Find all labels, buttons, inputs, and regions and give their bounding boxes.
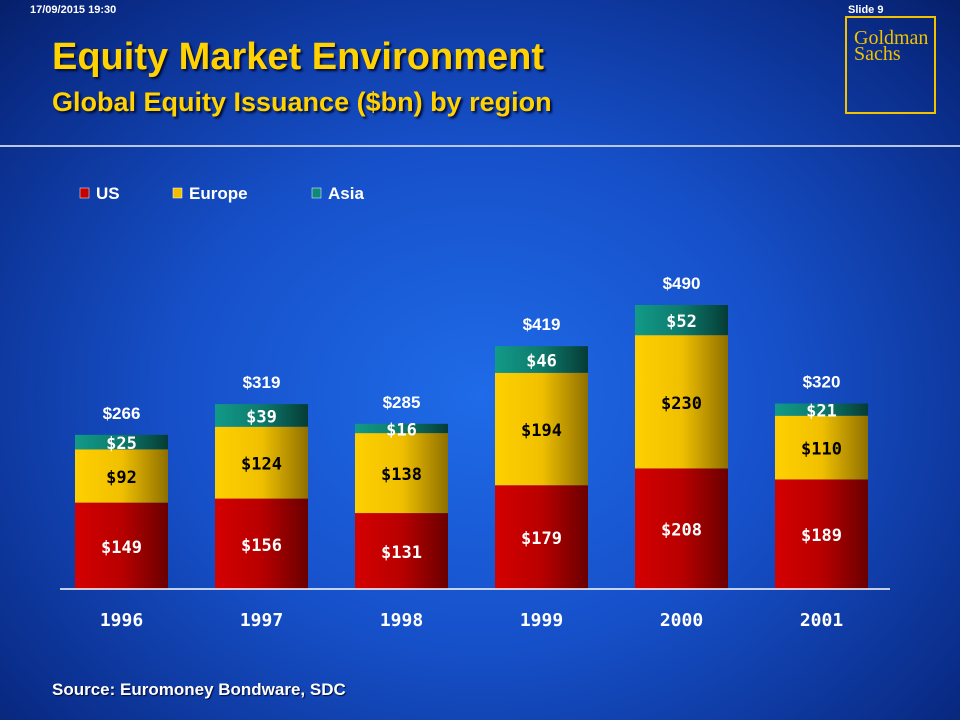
total-label-2001: $320	[803, 373, 841, 392]
data-label-asia-1999: $46	[526, 351, 557, 371]
data-label-asia-1997: $39	[246, 407, 277, 427]
data-label-us-2001: $189	[801, 526, 842, 546]
bar-europe-1996	[75, 449, 168, 503]
data-label-us-1997: $156	[241, 536, 282, 556]
bar-us-2000	[635, 468, 728, 589]
x-tick-label-2001: 2001	[800, 610, 843, 631]
total-label-2000: $490	[663, 274, 701, 293]
data-label-europe-1997: $124	[241, 455, 282, 475]
legend-swatch-asia	[311, 187, 322, 199]
data-label-europe-1998: $138	[381, 465, 422, 485]
bar-europe-1997	[215, 426, 308, 499]
slide-number: Slide 9	[848, 4, 884, 16]
bar-us-1998	[355, 513, 448, 589]
bar-europe-1998	[355, 433, 448, 514]
data-label-us-1998: $131	[381, 543, 422, 563]
data-label-asia-2001: $21	[806, 402, 837, 422]
timestamp: 17/09/2015 19:30	[30, 4, 117, 16]
total-label-1997: $319	[243, 373, 281, 392]
logo-text-line1: Goldman	[854, 27, 929, 49]
page-title: Equity Market Environment	[52, 36, 544, 78]
bar-asia-1999	[495, 346, 588, 373]
legend-label-europe: Europe	[189, 184, 248, 203]
legend-label-us: US	[96, 184, 120, 203]
legend-swatch-europe	[172, 187, 183, 199]
total-label-1998: $285	[383, 393, 421, 412]
title-divider	[0, 145, 960, 147]
source-note: Source: Euromoney Bondware, SDC	[52, 680, 346, 699]
total-label-1999: $419	[523, 315, 561, 334]
legend-swatch-us	[79, 187, 90, 199]
bar-asia-1996	[75, 434, 168, 450]
x-tick-label-1996: 1996	[100, 610, 143, 631]
page-subtitle: Global Equity Issuance ($bn) by region	[52, 87, 552, 117]
bar-us-1999	[495, 485, 588, 589]
x-axis-tick-labels: 1996 1997 1998 1999 2000 2001	[100, 610, 843, 631]
data-label-asia-2000: $52	[666, 312, 697, 332]
x-tick-label-1998: 1998	[380, 610, 423, 631]
bar-asia-2000	[635, 305, 728, 336]
data-label-asia-1996: $25	[106, 434, 137, 454]
data-label-asia-1998: $16	[386, 420, 417, 440]
bar-us-1996	[75, 502, 168, 589]
bar-europe-2001	[775, 415, 868, 480]
bar-asia-1997	[215, 404, 308, 427]
data-label-europe-2000: $230	[661, 394, 702, 414]
legend-label-asia: Asia	[328, 184, 364, 203]
data-label-europe-1996: $92	[106, 468, 137, 488]
bar-asia-2001	[775, 403, 868, 416]
x-tick-label-1997: 1997	[240, 610, 283, 631]
total-label-1996: $266	[103, 404, 141, 423]
x-tick-label-2000: 2000	[660, 610, 703, 631]
x-tick-label-1999: 1999	[520, 610, 563, 631]
chart-legend: US Europe Asia	[79, 184, 364, 203]
data-label-us-2000: $208	[661, 521, 702, 541]
bar-europe-2000	[635, 335, 728, 469]
data-label-europe-2001: $110	[801, 440, 842, 460]
chart-bars: $149 $92 $25 $266 $156 $124 $39 $319 $131 $138 $16…	[75, 274, 868, 589]
bar-asia-1998	[355, 423, 448, 434]
data-label-us-1999: $179	[521, 529, 562, 549]
bar-us-1997	[215, 498, 308, 589]
data-label-us-1996: $149	[101, 538, 142, 558]
bar-us-2001	[775, 479, 868, 589]
bar-europe-1999	[495, 372, 588, 486]
data-label-europe-1999: $194	[521, 421, 562, 441]
goldman-sachs-logo: Goldman Sachs	[845, 16, 936, 114]
logo-text-line2: Sachs	[854, 43, 901, 65]
